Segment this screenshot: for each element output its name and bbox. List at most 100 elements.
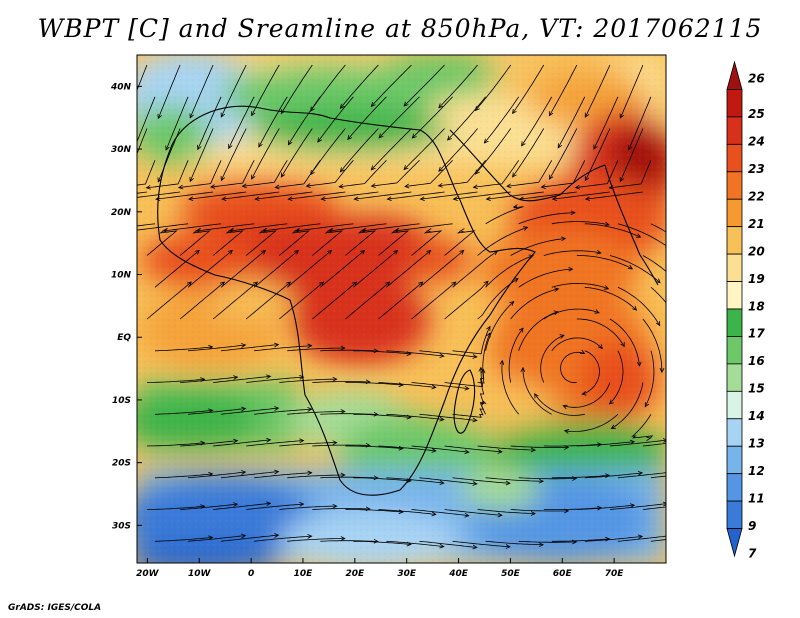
streamline-arrow xyxy=(559,334,565,339)
streamline xyxy=(254,345,312,352)
streamline xyxy=(180,440,238,447)
streamline xyxy=(453,191,511,200)
lat-tick-label: 40N xyxy=(110,82,132,92)
streamline xyxy=(312,281,357,320)
streamline-arrow xyxy=(554,287,560,292)
streamline xyxy=(180,503,238,510)
streamline-arrow xyxy=(266,437,272,443)
streamline-arrow xyxy=(485,196,491,201)
streamline-arrow xyxy=(287,196,293,201)
streamline xyxy=(519,191,577,200)
streamline xyxy=(522,367,552,415)
streamline-arrow xyxy=(294,249,300,255)
streamline xyxy=(386,540,444,547)
streamline xyxy=(549,128,578,180)
colorbar-label: 23 xyxy=(748,162,765,176)
streamline-arrow xyxy=(373,538,379,544)
streamline-arrow xyxy=(518,327,524,333)
coastlines xyxy=(157,105,659,496)
streamline-arrow xyxy=(208,344,214,350)
streamline xyxy=(576,318,625,347)
streamline-arrow xyxy=(598,344,603,350)
streamline-arrow xyxy=(486,325,491,332)
streamline xyxy=(650,539,666,542)
streamline-arrow xyxy=(328,228,334,233)
streamline xyxy=(246,503,304,510)
streamline-arrow xyxy=(266,501,272,507)
streamline xyxy=(475,64,512,111)
streamline xyxy=(411,382,469,389)
lon-tick-label: 70E xyxy=(605,569,625,579)
streamline xyxy=(419,350,477,358)
streamline-arrow xyxy=(439,353,445,358)
colorbar-box xyxy=(726,253,743,282)
streamline xyxy=(178,160,222,188)
streamline-arrow xyxy=(317,137,322,143)
streamline xyxy=(485,255,534,288)
streamline-arrow xyxy=(459,228,466,233)
streamline xyxy=(353,540,411,545)
streamline-arrow xyxy=(659,367,665,374)
colorbar-label: 17 xyxy=(748,327,765,341)
streamline xyxy=(642,506,666,510)
streamline-arrow xyxy=(551,196,558,201)
streamline-arrow xyxy=(499,359,505,366)
streamline-arrow xyxy=(497,512,503,518)
streamline xyxy=(508,327,524,383)
streamline xyxy=(353,477,411,482)
streamline xyxy=(146,378,205,383)
streamline xyxy=(584,536,643,542)
streamline-arrow xyxy=(604,536,611,542)
streamline xyxy=(584,286,637,311)
streamline-arrow xyxy=(472,184,478,190)
streamline xyxy=(609,318,640,367)
streamline-arrow xyxy=(233,438,239,444)
streamline xyxy=(320,476,378,479)
colorbar-label: 13 xyxy=(748,436,765,450)
lat-tick-label: 20S xyxy=(112,459,131,469)
streamline xyxy=(452,250,498,288)
streamline-arrow xyxy=(619,176,624,183)
streamline-arrow xyxy=(437,183,443,188)
colorbar-box xyxy=(726,418,743,447)
streamline xyxy=(564,413,619,432)
streamline-arrow xyxy=(563,429,570,434)
streamline-arrow xyxy=(620,342,625,348)
streamline xyxy=(549,64,578,116)
streamline-arrow xyxy=(596,249,602,255)
streamline xyxy=(188,344,246,352)
streamline xyxy=(251,128,280,180)
streamline-arrow xyxy=(260,249,267,255)
colorbar-box xyxy=(726,528,743,558)
streamline xyxy=(213,502,271,510)
streamline-arrow xyxy=(241,343,247,348)
streamline xyxy=(541,160,586,188)
streamline-arrow xyxy=(521,141,526,147)
streamline xyxy=(353,250,398,288)
streamline xyxy=(411,445,469,453)
streamline xyxy=(287,411,345,415)
streamline xyxy=(137,223,156,227)
streamline xyxy=(438,128,478,172)
streamline xyxy=(473,160,520,188)
colorbar-box xyxy=(726,281,743,310)
streamline xyxy=(258,96,288,148)
colorbar-box xyxy=(726,390,743,420)
streamline xyxy=(518,540,577,543)
streamline xyxy=(485,540,544,546)
streamline xyxy=(179,281,225,320)
streamline-arrow xyxy=(497,449,503,454)
streamline xyxy=(403,128,445,170)
streamline-arrow xyxy=(431,448,437,453)
streamline xyxy=(220,64,247,118)
streamline xyxy=(510,238,566,256)
streamline-arrow xyxy=(241,406,247,412)
streamline xyxy=(146,442,205,447)
streamline-arrow xyxy=(227,249,233,255)
streamline xyxy=(163,223,222,232)
streamline-arrow xyxy=(520,366,526,373)
streamline xyxy=(609,255,661,284)
streamline-arrow xyxy=(512,172,517,178)
streamline xyxy=(280,128,313,178)
streamline xyxy=(619,64,644,119)
